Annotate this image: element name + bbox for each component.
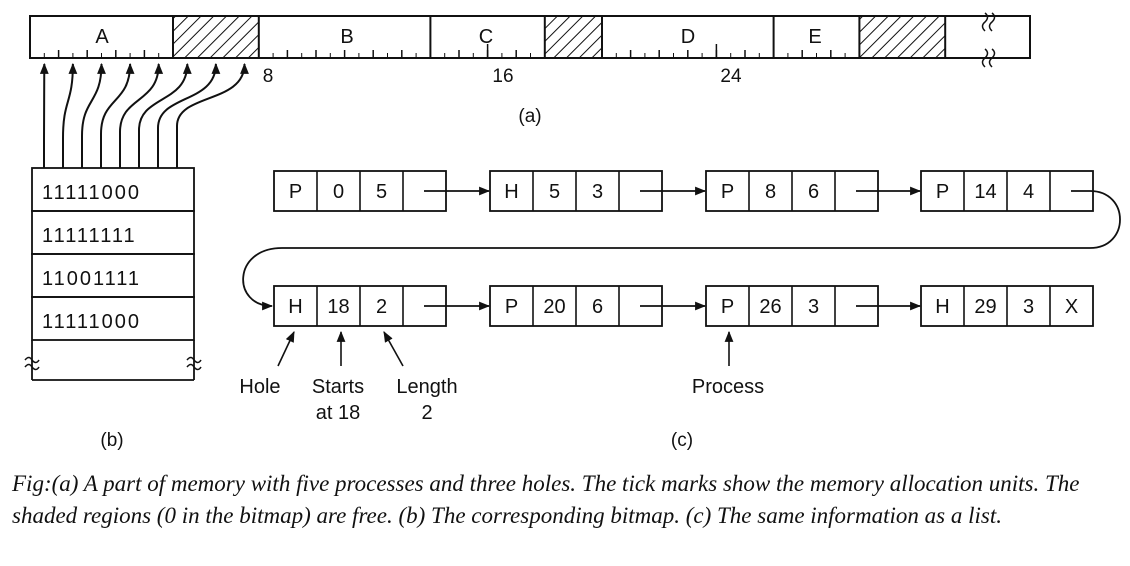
node-length: 5 [376,181,387,203]
node-start: 29 [974,296,996,318]
list-annotations: Hole Starts at 18 Length 2 Process (c) [239,376,764,451]
break-mark [988,12,996,32]
bitmap-row-3: 11001111 [42,268,141,290]
break-mark [981,48,989,68]
node-type: P [721,296,734,318]
node-length: 3 [592,181,603,203]
bitmap-to-memory-arrows [39,62,249,168]
list-node-8: H 29 3 X [920,285,1094,327]
break-mark [988,48,996,68]
hole-region-1 [173,16,259,58]
annotation-hole: Hole [239,376,280,398]
segment-label-e: E [808,26,821,48]
node-type: P [289,181,302,203]
hole-region-4 [544,16,602,58]
list-node-6: P 20 6 [489,285,663,327]
sublabel-b: (b) [100,430,123,451]
node-start: 26 [759,296,781,318]
list-node-1: P 0 5 [273,170,447,212]
break-mark [981,12,989,32]
node-type: P [936,181,949,203]
node-type: H [288,296,302,318]
segment-label-a: A [95,26,109,48]
node-start: 0 [333,181,344,203]
annotation-starts-line2: at 18 [316,402,360,424]
bit-arrow-7 [176,62,249,168]
list-node-3: P 8 6 [705,170,879,212]
node-null-pointer: X [1065,296,1078,318]
break-mark [186,363,202,371]
hole-annotation-arrow [277,331,295,367]
node-start: 8 [765,181,776,203]
sublabel-a: (a) [518,106,541,127]
memory-labels: A B C D E 8 16 24 (a) [95,26,821,127]
break-mark [186,356,202,364]
sublabel-c: (c) [671,430,693,451]
node-length: 6 [808,181,819,203]
bitmap-row-1: 11111000 [42,182,141,204]
annotation-length-line1: Length [396,376,457,398]
bit-arrow-1 [62,62,78,168]
node-type: P [721,181,734,203]
linked-list: P 0 5 H 5 3 P 8 6 P 14 4 H 18 2 P 20 6 P 26 3 H 29 3 X [242,170,1121,367]
hole-region-7 [859,16,946,58]
node-length: 4 [1023,181,1034,203]
segment-label-c: C [479,26,493,48]
list-node-7: P 26 3 [705,285,879,327]
length-annotation-arrow [383,331,404,367]
annotation-length-line2: 2 [421,402,432,424]
node-length: 6 [592,296,603,318]
bit-arrow-3 [100,62,135,168]
axis-label-16: 16 [492,66,513,87]
node-type: P [505,296,518,318]
node-start: 18 [327,296,349,318]
segment-label-d: D [681,26,695,48]
annotation-starts-line1: Starts [312,376,364,398]
segment-label-b: B [340,26,353,48]
bit-arrow-2 [81,62,106,168]
node-type: H [935,296,949,318]
break-mark [24,356,40,364]
wrap-pointer-arrow [242,190,1121,311]
list-node-2: H 5 3 [489,170,663,212]
bitmap-cell-row-4 [31,296,195,341]
annotation-process: Process [692,376,764,398]
node-length: 3 [808,296,819,318]
axis-label-8: 8 [263,66,274,87]
bitmap-table [24,167,202,381]
figure-caption: Fig:(a) A part of memory with five proce… [12,471,1080,528]
bit-arrow-4 [119,62,164,168]
memory-strip [29,12,1031,68]
node-start: 20 [543,296,565,318]
bitmap-row-4: 11111000 [42,311,141,333]
list-node-4: P 14 4 [920,170,1094,212]
break-mark [24,363,40,371]
bit-arrow-5 [138,62,192,168]
node-start: 5 [549,181,560,203]
bit-arrow-6 [157,62,221,168]
node-start: 14 [974,181,996,203]
list-node-5: H 18 2 [273,285,447,327]
bitmap-rows: 11111000 11111111 11001111 11111000 [42,182,141,333]
node-length: 3 [1023,296,1034,318]
bitmap-row-2: 11111111 [42,225,137,247]
node-type: H [504,181,518,203]
node-length: 2 [376,296,387,318]
axis-label-24: 24 [720,66,742,87]
